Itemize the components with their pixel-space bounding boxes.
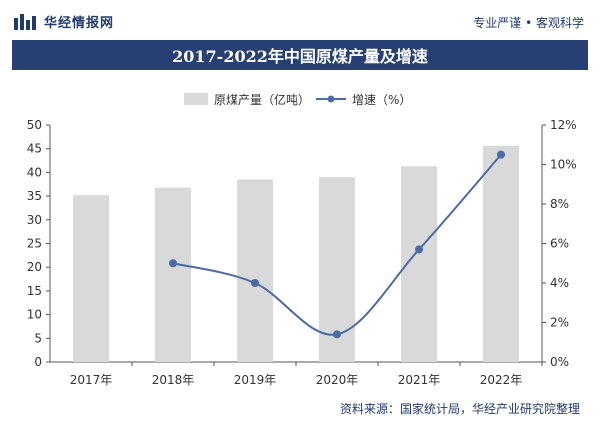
y-right-tick-label: 6% (550, 237, 569, 251)
bar-3 (237, 179, 273, 362)
growth-point-2 (251, 279, 259, 287)
growth-point-5 (497, 150, 505, 159)
growth-point-4 (415, 245, 423, 254)
y-left-tick-label: 15 (27, 284, 42, 298)
x-tick-label: 2019年 (234, 373, 277, 387)
growth-point-3 (333, 330, 341, 339)
y-left-tick-label: 20 (27, 260, 42, 274)
y-left-tick-label: 35 (27, 189, 42, 203)
brand-name: 华经情报网 (44, 16, 115, 31)
y-left-tick-label: 30 (27, 213, 42, 227)
y-right-tick-label: 10% (550, 158, 577, 172)
header-bar: 华经情报网 专业严谨 • 客观科学 (0, 0, 600, 40)
chart: 原煤产量（亿吨） 增速（%） 0 5 10 15 20 25 30 35 40 45 50 0% 2% 4% 6… (27, 92, 577, 387)
bar-6 (483, 145, 519, 362)
bar-2 (155, 187, 191, 362)
x-tick-label: 2017年 (70, 373, 113, 387)
bar-1 (73, 195, 109, 362)
y-right-tick-label: 4% (550, 276, 569, 290)
y-right-tick-label: 2% (550, 316, 569, 330)
y-right-tick-label: 8% (550, 197, 569, 211)
title-bar: 2017-2022年中国原煤产量及增速 (12, 40, 588, 70)
y-left-tick-label: 25 (27, 237, 42, 251)
bar-chart-logo-icon (14, 13, 36, 30)
x-tick-label: 2018年 (152, 373, 195, 387)
y-left-tick-label: 45 (27, 142, 42, 156)
legend-bar-label: 原煤产量（亿吨） (214, 92, 310, 107)
y-left-tick-label: 5 (34, 331, 42, 345)
x-tick-label: 2021年 (398, 373, 441, 387)
legend-line-label: 增速（%） (352, 93, 411, 107)
y-right-tick-label: 0% (550, 355, 569, 369)
y-left-tick-label: 0 (34, 355, 42, 369)
legend-line-marker (327, 95, 335, 103)
y-right-tick-label: 12% (550, 118, 577, 132)
y-left-tick-label: 10 (27, 308, 42, 322)
growth-point-1 (169, 259, 177, 268)
source-note: 资料来源：国家统计局，华经产业研究院整理 (339, 402, 580, 416)
chart-title: 2017-2022年中国原煤产量及增速 (172, 47, 428, 66)
brand-logo: 华经情报网 (14, 12, 114, 31)
x-tick-label: 2022年 (480, 373, 523, 387)
x-tick-label: 2020年 (316, 373, 359, 387)
legend-bar-swatch (184, 93, 208, 105)
y-left-tick-label: 50 (27, 118, 42, 132)
y-left-tick-label: 40 (27, 165, 42, 179)
slogan: 专业严谨 • 客观科学 (473, 16, 584, 30)
